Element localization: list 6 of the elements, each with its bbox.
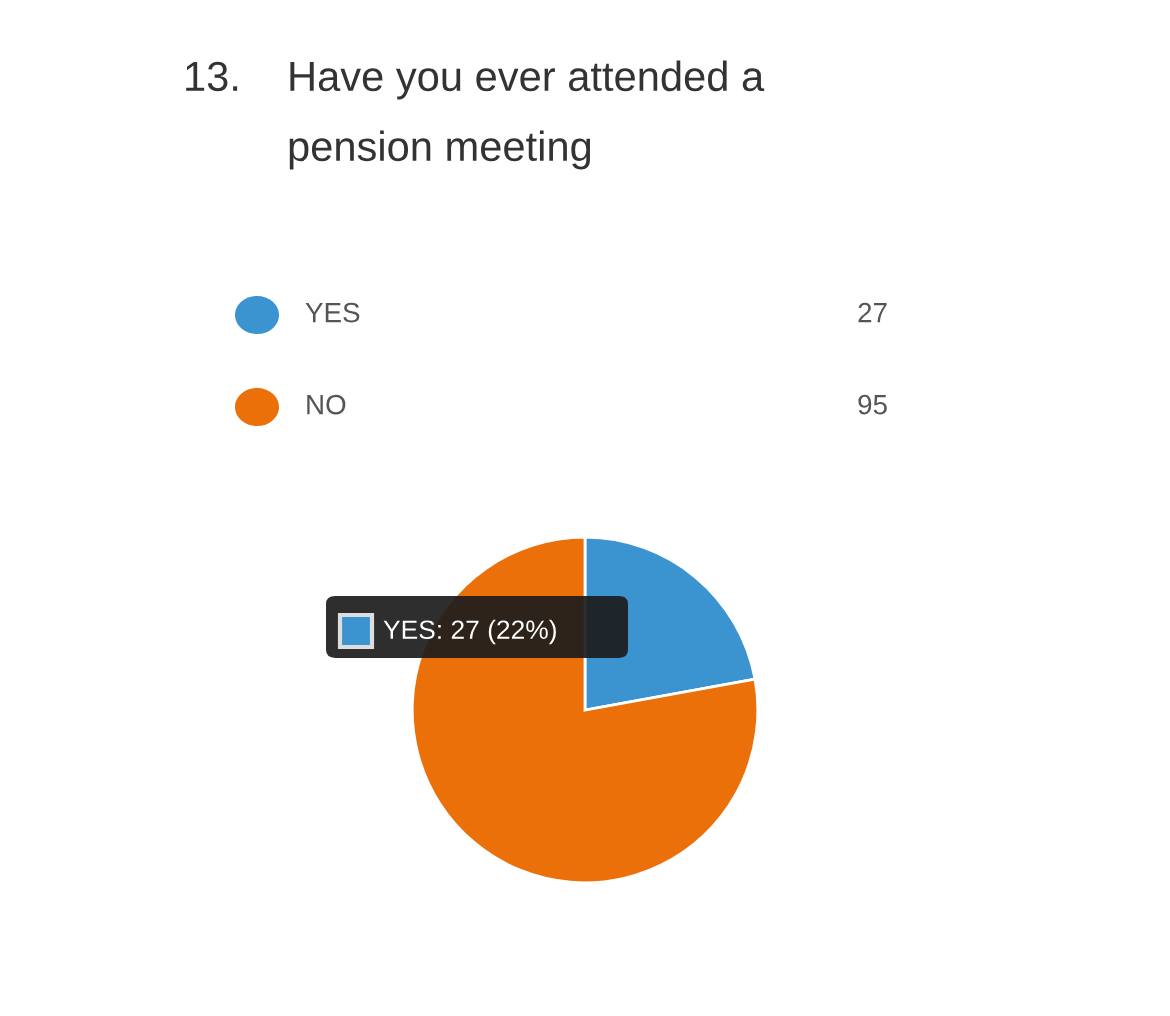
data-label: 27 (858, 302, 887, 323)
chart-title: 13. Have you ever attended a pension meeting (186, 60, 765, 170)
legend-label: YES (305, 302, 360, 323)
text: YES: 27 (22%) (383, 619, 556, 645)
data-label: 95 (858, 394, 887, 415)
legend-label: NO (307, 394, 346, 415)
